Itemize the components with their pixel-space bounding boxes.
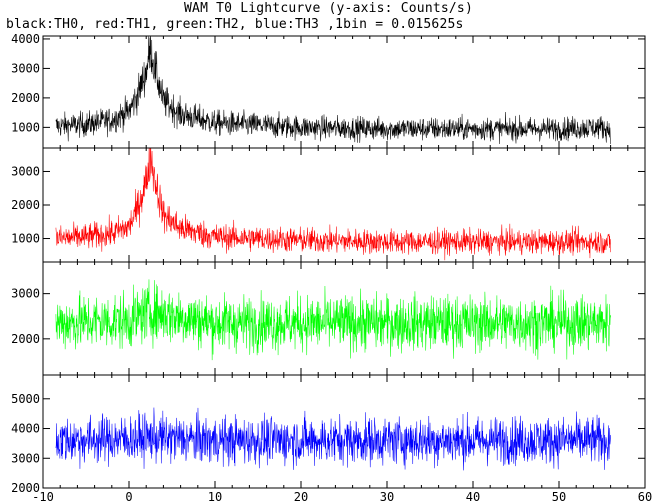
y-tick-label: 2000 xyxy=(11,332,40,346)
y-tick-label: 2000 xyxy=(11,91,40,105)
x-tick-label: -10 xyxy=(32,490,54,504)
x-tick-label: 20 xyxy=(294,490,308,504)
series-th3-line xyxy=(55,407,611,471)
y-tick-label: 3000 xyxy=(11,164,40,178)
x-tick-label: 0 xyxy=(125,490,132,504)
y-tick-label: 3000 xyxy=(11,451,40,465)
y-tick-label: 2000 xyxy=(11,481,40,495)
y-tick-label: 4000 xyxy=(11,422,40,436)
y-tick-label: 5000 xyxy=(11,392,40,406)
y-tick-label: 1000 xyxy=(11,120,40,134)
x-tick-label: 10 xyxy=(208,490,222,504)
panel-frame xyxy=(42,374,646,489)
y-tick-label: 3000 xyxy=(11,61,40,75)
chart-subtitle: black:TH0, red:TH1, green:TH2, blue:TH3 … xyxy=(6,17,464,32)
chart-title: WAM T0 Lightcurve (y-axis: Counts/s) xyxy=(184,1,473,16)
y-tick-label: 1000 xyxy=(11,232,40,246)
x-tick-label: 50 xyxy=(552,490,566,504)
x-tick-label: 60 xyxy=(638,490,652,504)
y-tick-label: 3000 xyxy=(11,287,40,301)
series-th0-line xyxy=(55,36,611,145)
x-tick-label: 30 xyxy=(380,490,394,504)
y-tick-label: 4000 xyxy=(11,32,40,46)
series-th2-line xyxy=(55,279,611,361)
y-tick-label: 2000 xyxy=(11,198,40,212)
series-th1-line xyxy=(55,148,611,261)
x-tick-label: 40 xyxy=(466,490,480,504)
